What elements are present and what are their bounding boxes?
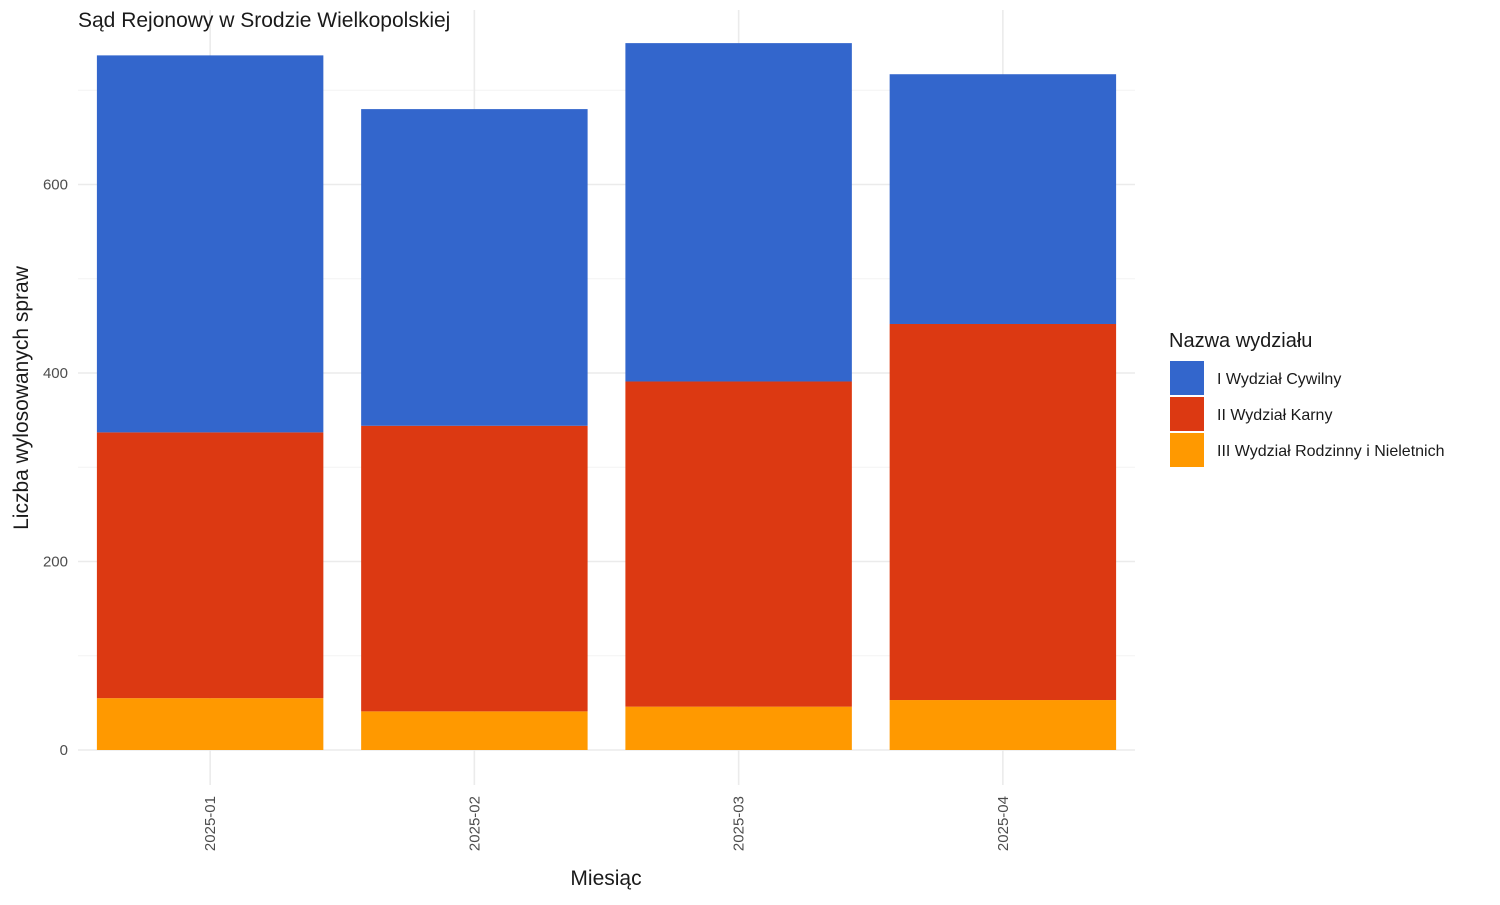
bar-segment [361,711,588,750]
x-tick-label: 2025-01 [202,796,219,851]
y-tick-label: 600 [43,177,68,194]
legend: Nazwa wydziału I Wydział Cywilny II Wydzi… [1169,330,1445,467]
y-tick-label: 0 [60,742,68,759]
legend-swatch [1170,361,1204,395]
axes: 0 200 400 600 2025-01 2025-02 2025-03 2025-04 [43,177,1012,852]
bar-segment [625,43,852,382]
legend-title: Nazwa wydziału [1169,330,1312,352]
bar-segment [361,109,588,426]
legend-swatch [1170,433,1204,467]
bar-segment [889,74,1117,324]
bar-segment [361,425,588,712]
x-tick-label: 2025-03 [731,796,748,851]
legend-label: II Wydział Karny [1217,407,1332,424]
bar-segment [625,381,852,707]
x-tick-label: 2025-02 [466,796,483,851]
bar-segment [625,706,852,750]
x-axis-title: Miesiąc [570,867,641,890]
y-axis-title: Liczba wylosowanych spraw [10,265,33,530]
bar-segment [889,323,1117,701]
bars [96,43,1117,750]
legend-label: III Wydział Rodzinny i Nieletnich [1217,443,1445,460]
y-tick-label: 200 [43,554,68,571]
legend-swatch [1170,397,1204,431]
x-tick-label: 2025-04 [995,796,1012,851]
chart-title: Sąd Rejonowy w Srodzie Wielkopolskiej [78,9,450,32]
bar-segment [889,700,1117,750]
bar-segment [96,698,324,750]
legend-label: I Wydział Cywilny [1217,371,1341,388]
y-tick-label: 400 [43,365,68,382]
bar-segment [96,55,324,433]
bar-segment [96,432,324,699]
